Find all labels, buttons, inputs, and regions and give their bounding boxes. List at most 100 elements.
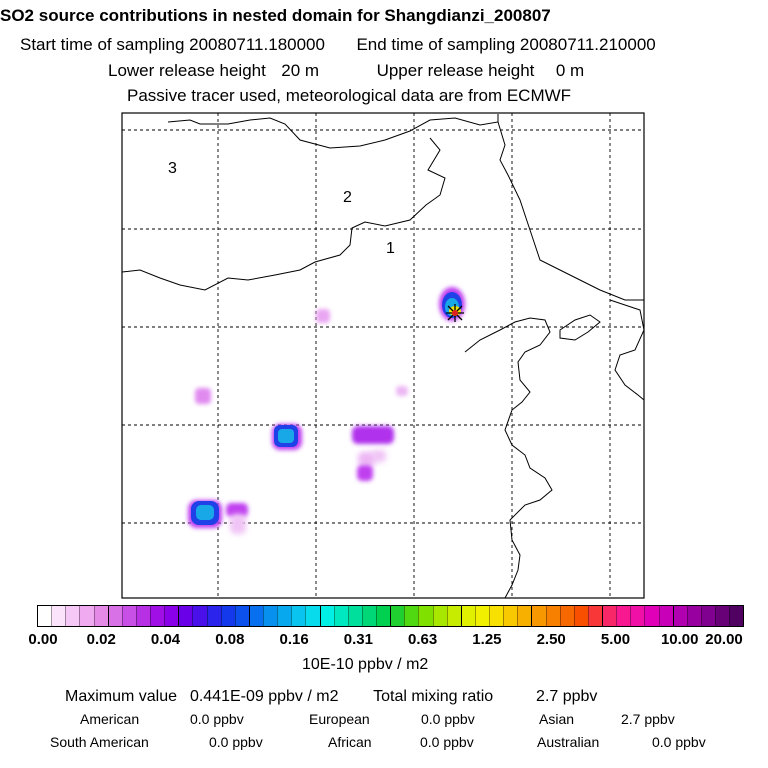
region-african-value: 0.0 ppbv xyxy=(420,734,474,750)
border-northeast xyxy=(121,137,446,291)
colorbar-swatch xyxy=(135,606,150,626)
colorbar-swatch xyxy=(559,606,574,626)
colorbar-swatch xyxy=(361,606,376,626)
colorbar-swatch xyxy=(206,606,221,626)
end-time-label: End time of sampling xyxy=(356,35,516,54)
colorbar-swatch xyxy=(319,606,334,626)
colorbar-tick-label: 0.08 xyxy=(215,631,245,648)
colorbar-swatch xyxy=(93,606,108,626)
colorbar-swatch xyxy=(376,606,391,626)
map-title: SO2 source contributions in nested domai… xyxy=(0,6,551,25)
upper-height-label: Upper release height xyxy=(376,61,535,80)
colorbar-swatch xyxy=(404,606,419,626)
plume-center xyxy=(272,424,302,450)
colorbar-swatch xyxy=(164,606,179,626)
region-american-name: American xyxy=(80,711,140,727)
colorbar-tick-label: 2.50 xyxy=(536,631,566,648)
colorbar-tick-label: 0.04 xyxy=(150,631,181,648)
border-east xyxy=(497,121,644,301)
colorbar-swatch xyxy=(686,606,701,626)
plume-southwest xyxy=(188,500,248,534)
colorbar-swatch xyxy=(432,606,447,626)
colorbar-swatch xyxy=(460,606,475,626)
plumes xyxy=(188,287,465,534)
colorbar-swatch xyxy=(333,606,348,626)
domain-label-2: 2 xyxy=(343,189,352,206)
colorbar-swatch xyxy=(107,606,122,626)
coast-east xyxy=(609,299,645,401)
colorbar-swatch xyxy=(51,606,66,626)
plume-small-c xyxy=(396,386,408,396)
total-mixing-label: Total mixing ratio xyxy=(373,688,494,705)
colorbar-swatch xyxy=(65,606,80,626)
region-asian-value: 2.7 ppbv xyxy=(621,711,675,727)
colorbar-tick-label: 0.31 xyxy=(343,631,373,648)
colorbar-swatch xyxy=(248,606,263,626)
upper-height-value: 0 m xyxy=(555,61,585,80)
colorbar-swatch xyxy=(616,606,631,626)
plume-small-a xyxy=(316,309,330,323)
colorbar-tick-label: 0.02 xyxy=(86,631,116,648)
colorbar-swatch xyxy=(503,606,518,626)
colorbar-swatch xyxy=(587,606,602,626)
colorbar-swatch xyxy=(531,606,546,626)
colorbar-tick-label: 1.25 xyxy=(472,631,502,648)
end-time-value: 20080711.210000 xyxy=(519,35,656,54)
domain-label-3: 3 xyxy=(168,160,177,177)
region-african-name: African xyxy=(328,734,372,750)
colorbar-swatch xyxy=(178,606,193,626)
colorbar-swatch xyxy=(700,606,715,626)
colorbar-swatch xyxy=(602,606,617,626)
colorbar-swatch xyxy=(277,606,292,626)
colorbar-swatch xyxy=(121,606,136,626)
max-value: 0.441E-09 ppbv / m2 xyxy=(189,688,339,705)
colorbar-swatch xyxy=(418,606,433,626)
colorbar-tick-label: 5.00 xyxy=(600,631,631,648)
colorbar-tick-label: 0.16 xyxy=(279,631,309,648)
coast-bay xyxy=(464,317,553,599)
colorbar-swatch xyxy=(658,606,673,626)
region-european-name: European xyxy=(309,711,370,727)
region-south-american-name: South American xyxy=(50,734,149,750)
region-american-value: 0.0 ppbv xyxy=(190,711,244,727)
colorbar-swatch xyxy=(38,606,52,626)
colorbar-swatch xyxy=(305,606,320,626)
colorbar-tick-label: 10.00 xyxy=(660,631,699,648)
colorbar-swatch xyxy=(220,606,235,626)
colorbar-swatch xyxy=(644,606,659,626)
colorbar-swatch xyxy=(630,606,645,626)
region-south-american-value: 0.0 ppbv xyxy=(209,734,263,750)
colorbar-swatch xyxy=(234,606,249,626)
colorbar-swatch xyxy=(446,606,461,626)
colorbar-swatch xyxy=(489,606,504,626)
plume-small-b xyxy=(195,388,211,404)
start-time-value: 20080711.180000 xyxy=(189,35,325,54)
colorbar-swatch xyxy=(291,606,306,626)
tracer-note: Passive tracer used, meteorological data… xyxy=(127,86,572,105)
colorbar-swatch xyxy=(729,606,744,626)
coast-peninsula xyxy=(559,314,601,341)
lower-height-value: 20 m xyxy=(281,61,320,80)
domain-labels: 1 2 3 xyxy=(168,160,395,257)
total-mixing-value: 2.7 ppbv xyxy=(536,688,598,705)
colorbar-swatch xyxy=(192,606,207,626)
border-north xyxy=(167,114,499,149)
region-asian-name: Asian xyxy=(539,711,575,727)
start-time-label: Start time of sampling xyxy=(20,35,185,54)
colorbar-swatch xyxy=(517,606,532,626)
lower-height-label: Lower release height xyxy=(108,61,266,80)
max-value-line: Maximum value 0.441E-09 ppbv / m2 Total … xyxy=(65,689,597,705)
colorbar-tick-label: 0.63 xyxy=(408,631,438,648)
colorbar-swatch xyxy=(715,606,730,626)
sampling-times: Start time of sampling 20080711.180000 E… xyxy=(20,36,656,53)
colorbar-swatch xyxy=(474,606,489,626)
colorbar-tick-label: 20.00 xyxy=(705,631,743,648)
colorbar-tick-label: 0.00 xyxy=(28,631,58,648)
receptor-star-icon xyxy=(446,304,464,322)
colorbar-swatch xyxy=(545,606,560,626)
colorbar-swatch xyxy=(347,606,362,626)
plume-east xyxy=(352,426,394,481)
colorbar-swatch xyxy=(79,606,94,626)
region-european-value: 0.0 ppbv xyxy=(421,711,475,727)
